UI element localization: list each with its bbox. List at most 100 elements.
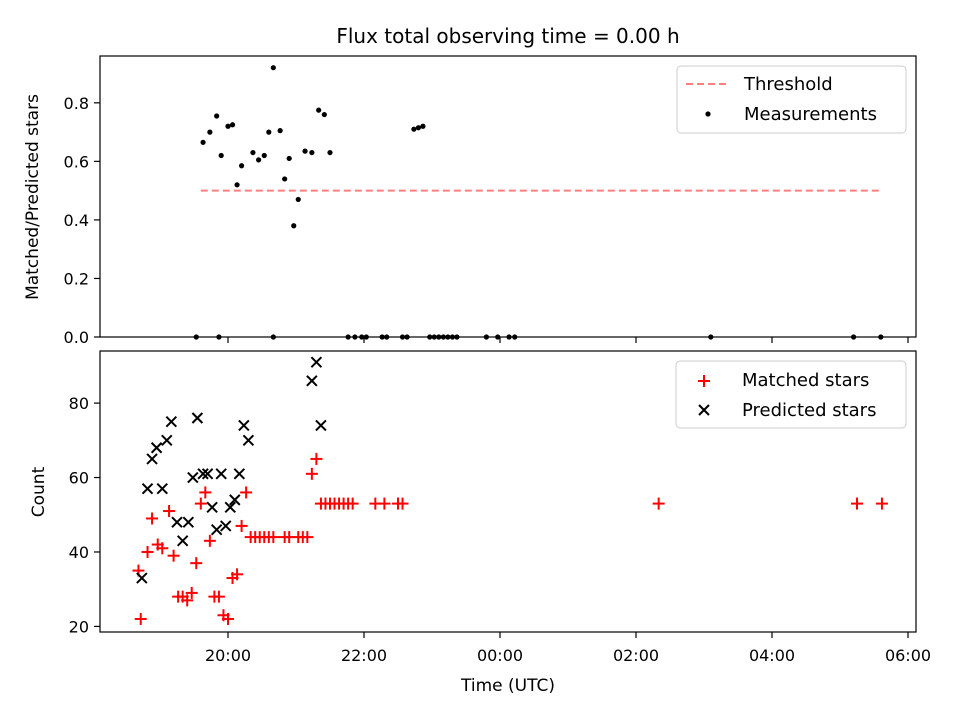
- predicted-star-point: [310, 356, 323, 368]
- measurement-point: [282, 176, 288, 182]
- measurement-point: [363, 334, 369, 340]
- bottom-x-axis: 20:00 22:00 00:00 02:00 04:00 06:00: [205, 632, 931, 665]
- measurement-point: [286, 155, 292, 162]
- y-tick-label: 0.6: [64, 152, 89, 171]
- legend-predicted-swatch: [698, 404, 710, 416]
- y-tick-label: 20: [69, 617, 89, 636]
- predicted-star-point: [182, 516, 195, 528]
- predicted-star-point: [150, 442, 163, 454]
- measurement-point: [851, 334, 857, 340]
- matched-star-point: [146, 512, 159, 525]
- bottom-x-axis-label: Time (UTC): [460, 676, 555, 696]
- predicted-star-point: [210, 523, 223, 536]
- predicted-star-point: [238, 419, 250, 432]
- measurement-point: [512, 334, 518, 340]
- measurement-point: [440, 334, 446, 340]
- matched-star-point: [396, 497, 409, 510]
- measurement-point: [234, 182, 240, 188]
- measurement-point: [352, 334, 358, 340]
- matched-star-point: [194, 497, 207, 510]
- measurement-point: [506, 334, 512, 340]
- legend-predicted-label: Predicted stars: [742, 400, 876, 421]
- measurement-point: [207, 129, 213, 135]
- measurement-point: [295, 196, 301, 203]
- measurement-point: [345, 334, 351, 340]
- y-tick-label: 40: [69, 543, 89, 562]
- top-legend: Threshold Measurements: [676, 65, 907, 134]
- measurement-point: [270, 334, 276, 340]
- matched-star-point: [346, 497, 359, 510]
- matched-star-point: [305, 467, 318, 480]
- matched-star-point: [240, 486, 253, 499]
- x-tick-label: 02:00: [613, 646, 659, 665]
- measurement-point: [266, 129, 272, 135]
- x-tick-label: 04:00: [749, 646, 795, 665]
- measurement-point: [404, 334, 410, 340]
- predicted-star-point: [191, 412, 204, 424]
- measurement-point: [225, 123, 231, 129]
- y-tick-label: 60: [69, 469, 89, 488]
- predicted-star-point: [141, 483, 154, 495]
- x-tick-label: 22:00: [341, 646, 387, 665]
- matched-star-point: [156, 542, 169, 555]
- measurement-point: [261, 152, 267, 159]
- predicted-star-point: [220, 520, 232, 532]
- bottom-y-axis: 20 40 60 80: [69, 394, 100, 636]
- measurement-point: [216, 334, 222, 340]
- measurement-point: [327, 149, 333, 156]
- measurement-point: [359, 334, 365, 340]
- measurement-point: [200, 139, 206, 145]
- y-tick-label: 80: [69, 394, 89, 413]
- measurement-point: [415, 125, 421, 131]
- predicted-star-point: [176, 535, 189, 547]
- matched-star-point: [231, 568, 244, 581]
- predicted-star-point: [315, 419, 327, 432]
- predicted-star-point: [306, 375, 318, 387]
- matched-star-point: [235, 519, 248, 532]
- matched-star-point: [167, 549, 180, 562]
- measurement-point: [427, 334, 433, 340]
- top-x-axis: [227, 337, 909, 343]
- top-panel: 0.00.20.40.60.8 Matched/Predicted stars …: [23, 55, 917, 347]
- legend-matched-swatch: [698, 375, 710, 387]
- measurement-point: [483, 334, 489, 340]
- top-data-layer: [193, 65, 884, 340]
- measurement-point: [399, 334, 406, 340]
- legend-matched-label: Matched stars: [742, 370, 869, 391]
- measurement-point: [495, 334, 501, 340]
- matched-star-point: [141, 545, 154, 558]
- measurement-point: [449, 334, 455, 340]
- measurement-point: [708, 334, 714, 340]
- matched-star-point: [310, 452, 323, 465]
- measurement-point: [411, 126, 417, 132]
- y-tick-label: 0.0: [64, 328, 89, 347]
- top-legend-box: [676, 65, 907, 134]
- x-tick-label: 06:00: [885, 646, 931, 665]
- matched-star-point: [134, 612, 147, 625]
- predicted-star-point: [242, 434, 255, 447]
- predicted-star-point: [187, 471, 199, 484]
- matched-star-point: [378, 497, 391, 510]
- measurement-point: [250, 149, 256, 156]
- matched-star-point: [851, 497, 863, 510]
- legend-measurements-label: Measurements: [744, 104, 877, 125]
- predicted-star-point: [197, 468, 209, 480]
- matched-star-point: [199, 486, 212, 499]
- matched-star-point: [652, 497, 665, 510]
- matched-star-point: [222, 612, 234, 625]
- legend-measurements-swatch: [705, 111, 711, 117]
- bottom-legend-box: [675, 360, 907, 429]
- measurement-point: [379, 334, 385, 340]
- figure-title: Flux total observing time = 0.00 h: [336, 24, 679, 48]
- bottom-y-axis-label: Count: [29, 466, 49, 517]
- measurement-point: [431, 334, 437, 340]
- predicted-star-point: [146, 453, 158, 465]
- measurement-point: [239, 163, 245, 169]
- measurement-point: [256, 157, 262, 163]
- measurement-point: [277, 128, 283, 134]
- measurement-point: [193, 334, 199, 340]
- predicted-star-point: [229, 494, 241, 506]
- matched-star-point: [212, 590, 225, 603]
